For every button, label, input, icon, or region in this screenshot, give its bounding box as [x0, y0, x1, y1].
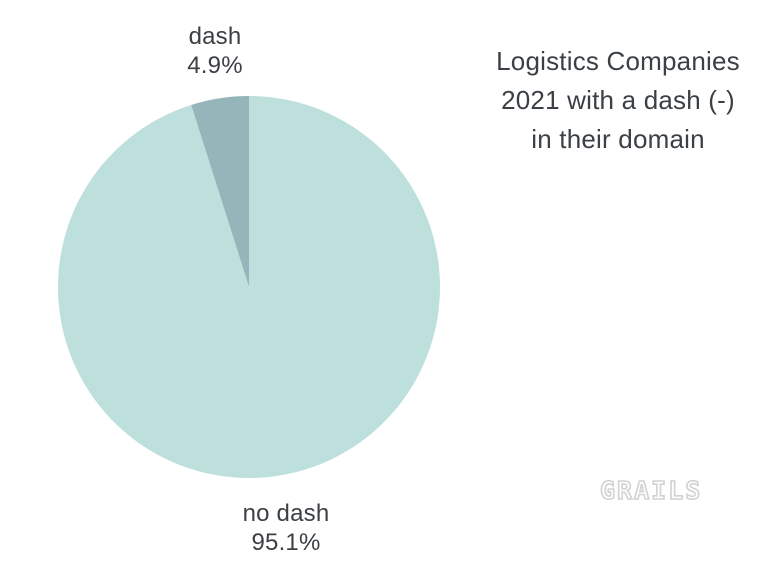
- slice-label-no-dash-name: no dash: [242, 500, 330, 527]
- slice-label-dash: dash 4.9%: [115, 22, 315, 80]
- chart-title: Logistics Companies 2021 with a dash (-)…: [468, 42, 768, 159]
- slice-label-no-dash: no dash 95.1%: [186, 499, 386, 557]
- slice-label-no-dash-value: 95.1%: [251, 529, 321, 556]
- grails-logo: GRAILS: [599, 476, 702, 506]
- chart-title-line-1: Logistics Companies: [496, 46, 740, 76]
- chart-title-line-3: in their domain: [531, 124, 705, 154]
- pie-slice-no-dash: [57, 96, 440, 479]
- grails-logo-text: GRAILS: [600, 476, 702, 505]
- chart-title-line-2: 2021 with a dash (-): [501, 85, 735, 115]
- pie-slice-dash: [191, 96, 249, 287]
- slice-label-dash-name: dash: [188, 23, 242, 50]
- slice-label-dash-value: 4.9%: [187, 52, 243, 79]
